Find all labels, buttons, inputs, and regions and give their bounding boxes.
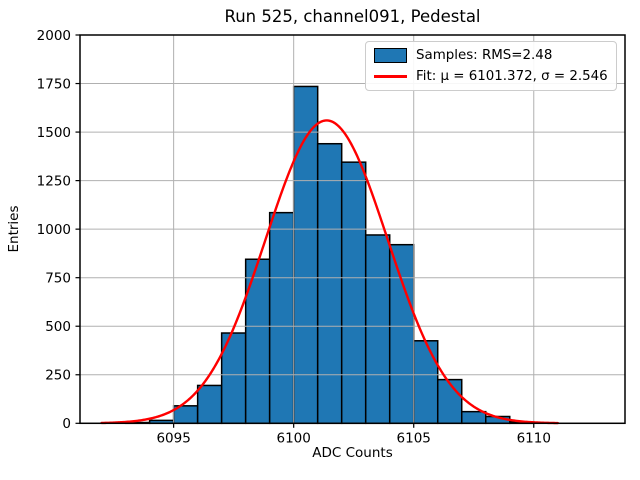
histogram-bar	[220, 332, 247, 425]
histogram-bar	[196, 384, 223, 425]
y-tick-label: 250	[45, 368, 71, 384]
legend-entry-fit: Fit: μ = 6101.372, σ = 2.546	[374, 66, 608, 87]
histogram-swatch-icon	[374, 48, 407, 63]
x-tick-label: 6095	[156, 430, 190, 446]
x-tick-label: 6105	[397, 430, 431, 446]
axis-ticks: 6095 6100 6105 6110 0 250 500 750 1000 1250 1500 17…	[37, 28, 551, 446]
y-tick-label: 750	[45, 270, 71, 286]
histogram-bars	[124, 85, 535, 425]
x-tick-label: 6110	[517, 430, 551, 446]
histogram-bar	[316, 142, 343, 425]
y-tick-label: 500	[45, 319, 71, 335]
y-axis-label: Entries	[6, 205, 22, 253]
x-tick-label: 6100	[276, 430, 310, 446]
y-tick-label: 1500	[37, 125, 71, 141]
chart-title: Run 525, channel091, Pedestal	[224, 7, 481, 26]
x-axis-label: ADC Counts	[312, 445, 393, 461]
legend: Samples: RMS=2.48 Fit: μ = 6101.372, σ =…	[365, 41, 617, 91]
gaussian-fit-curve	[100, 119, 559, 425]
histogram-bar	[436, 378, 463, 425]
legend-fit-label: Fit: μ = 6101.372, σ = 2.546	[416, 69, 608, 84]
histogram-bar	[340, 161, 367, 425]
fit-line-swatch-icon	[374, 75, 407, 78]
legend-entry-samples: Samples: RMS=2.48	[374, 45, 608, 66]
legend-samples-label: Samples: RMS=2.48	[416, 48, 553, 63]
histogram-bar	[268, 211, 295, 425]
histogram-bar	[364, 234, 391, 425]
y-tick-label: 1750	[37, 76, 71, 92]
histogram-bar	[412, 340, 439, 425]
y-tick-label: 1250	[37, 173, 71, 189]
histogram-bar	[460, 410, 487, 425]
histogram-bar	[388, 243, 415, 425]
histogram-bar	[292, 85, 319, 425]
y-tick-label: 2000	[37, 28, 71, 44]
y-tick-label: 1000	[37, 222, 71, 238]
y-tick-label: 0	[62, 416, 71, 432]
